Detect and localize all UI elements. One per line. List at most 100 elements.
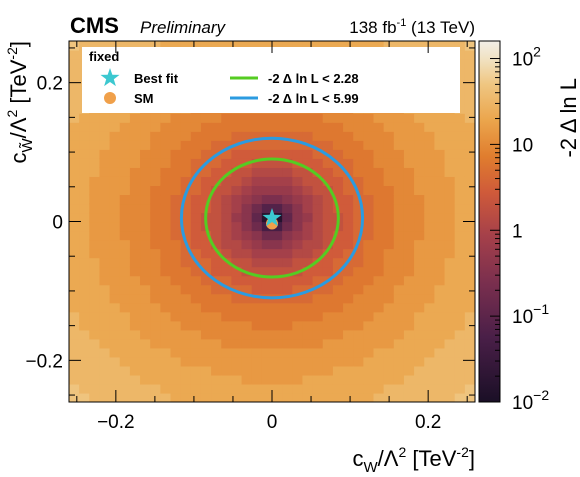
heatmap-cell — [272, 131, 283, 141]
heatmap-cell — [363, 248, 375, 259]
heatmap-cell — [383, 329, 395, 340]
heatmap-cell — [160, 212, 172, 223]
heatmap-cell — [353, 149, 364, 159]
heatmap-cell — [261, 356, 273, 367]
heatmap-cell — [444, 329, 456, 340]
heatmap-cell — [424, 230, 435, 241]
heatmap-cell — [200, 383, 212, 394]
heatmap-cell — [200, 311, 212, 322]
heatmap-cell — [211, 347, 222, 358]
heatmap-cell — [119, 167, 131, 177]
heatmap-cell — [282, 293, 293, 304]
heatmap-cell — [464, 239, 475, 250]
heatmap-cell — [322, 338, 334, 349]
heatmap-cell — [170, 140, 182, 150]
colorbar-frame — [478, 40, 501, 403]
heatmap-cell — [373, 167, 385, 177]
heatmap-cell — [454, 284, 466, 295]
heatmap-cell — [282, 365, 293, 376]
heatmap-cell — [272, 167, 283, 177]
heatmap-cell — [292, 203, 304, 214]
heatmap-cell — [160, 329, 172, 340]
heatmap-cell — [414, 212, 425, 223]
heatmap-cell — [211, 158, 222, 168]
heatmap-cell — [160, 257, 172, 268]
heatmap-cell — [434, 311, 446, 322]
heatmap-cell — [190, 356, 202, 367]
heatmap-cell — [343, 176, 354, 186]
heatmap-cell — [69, 257, 80, 268]
heatmap-cell — [109, 203, 121, 214]
heatmap-cell — [353, 203, 364, 214]
heatmap-cell — [129, 140, 141, 150]
heatmap-cell — [180, 212, 192, 223]
heatmap-cell — [464, 68, 475, 78]
heatmap-cell — [99, 185, 111, 196]
heatmap-cell — [251, 374, 263, 385]
heatmap-cell — [261, 338, 273, 349]
heatmap-cell — [282, 257, 293, 268]
heatmap-cell — [302, 113, 314, 123]
heatmap-cell — [302, 347, 314, 358]
heatmap-cell — [140, 383, 151, 394]
heatmap-cell — [302, 284, 314, 295]
heatmap-cell — [454, 167, 466, 177]
heatmap-cell — [424, 176, 435, 186]
heatmap-cell — [150, 374, 161, 385]
heatmap-cell — [312, 392, 324, 402]
heatmap-cell — [383, 302, 395, 313]
heatmap-cell — [89, 149, 101, 159]
heatmap-cell — [231, 230, 243, 241]
heatmap-cell — [292, 275, 304, 286]
heatmap-cell — [272, 311, 283, 322]
heatmap-cell — [231, 248, 243, 259]
heatmap-cell — [444, 158, 456, 168]
heatmap-cell — [302, 374, 314, 385]
heatmap-cell — [444, 320, 456, 331]
heatmap-cell — [99, 266, 111, 277]
heatmap-cell — [332, 365, 344, 376]
heatmap-cell — [282, 392, 293, 402]
heatmap-cell — [129, 221, 141, 232]
heatmap-cell — [200, 194, 212, 205]
y-tick-label: −0.2 — [25, 351, 63, 372]
heatmap-cell — [393, 311, 405, 322]
heatmap-cell — [403, 302, 415, 313]
heatmap-cell — [79, 347, 90, 358]
heatmap-cell — [190, 266, 202, 277]
heatmap-cell — [251, 266, 263, 277]
heatmap-cell — [99, 311, 111, 322]
heatmap-cell — [444, 311, 456, 322]
heatmap-cell — [150, 392, 161, 402]
heatmap-cell — [403, 383, 415, 394]
heatmap-cell — [434, 329, 446, 340]
heatmap-cell — [302, 392, 314, 402]
heatmap-cell — [231, 194, 243, 205]
heatmap-cell — [140, 257, 151, 268]
heatmap-cell — [150, 248, 161, 259]
heatmap-cell — [89, 302, 101, 313]
heatmap-cell — [332, 149, 344, 159]
heatmap-cell — [454, 86, 466, 96]
heatmap-cell — [200, 239, 212, 250]
heatmap-cell — [140, 248, 151, 259]
heatmap-cell — [261, 392, 273, 402]
heatmap-cell — [99, 356, 111, 367]
heatmap-cell — [129, 293, 141, 304]
heatmap-cell — [109, 221, 121, 232]
heatmap-cell — [353, 185, 364, 196]
heatmap-cell — [231, 158, 243, 168]
heatmap-cell — [343, 185, 354, 196]
heatmap-cell — [241, 257, 253, 268]
heatmap-cell — [272, 149, 283, 159]
heatmap-cell — [353, 329, 364, 340]
heatmap-cell — [312, 347, 324, 358]
heatmap-cell — [119, 131, 131, 141]
heatmap-cell — [180, 293, 192, 304]
heatmap-cell — [414, 374, 425, 385]
heatmap-cell — [403, 266, 415, 277]
heatmap-cell — [464, 131, 475, 141]
heatmap-cell — [231, 257, 243, 268]
heatmap-cell — [190, 392, 202, 402]
heatmap-cell — [302, 203, 314, 214]
